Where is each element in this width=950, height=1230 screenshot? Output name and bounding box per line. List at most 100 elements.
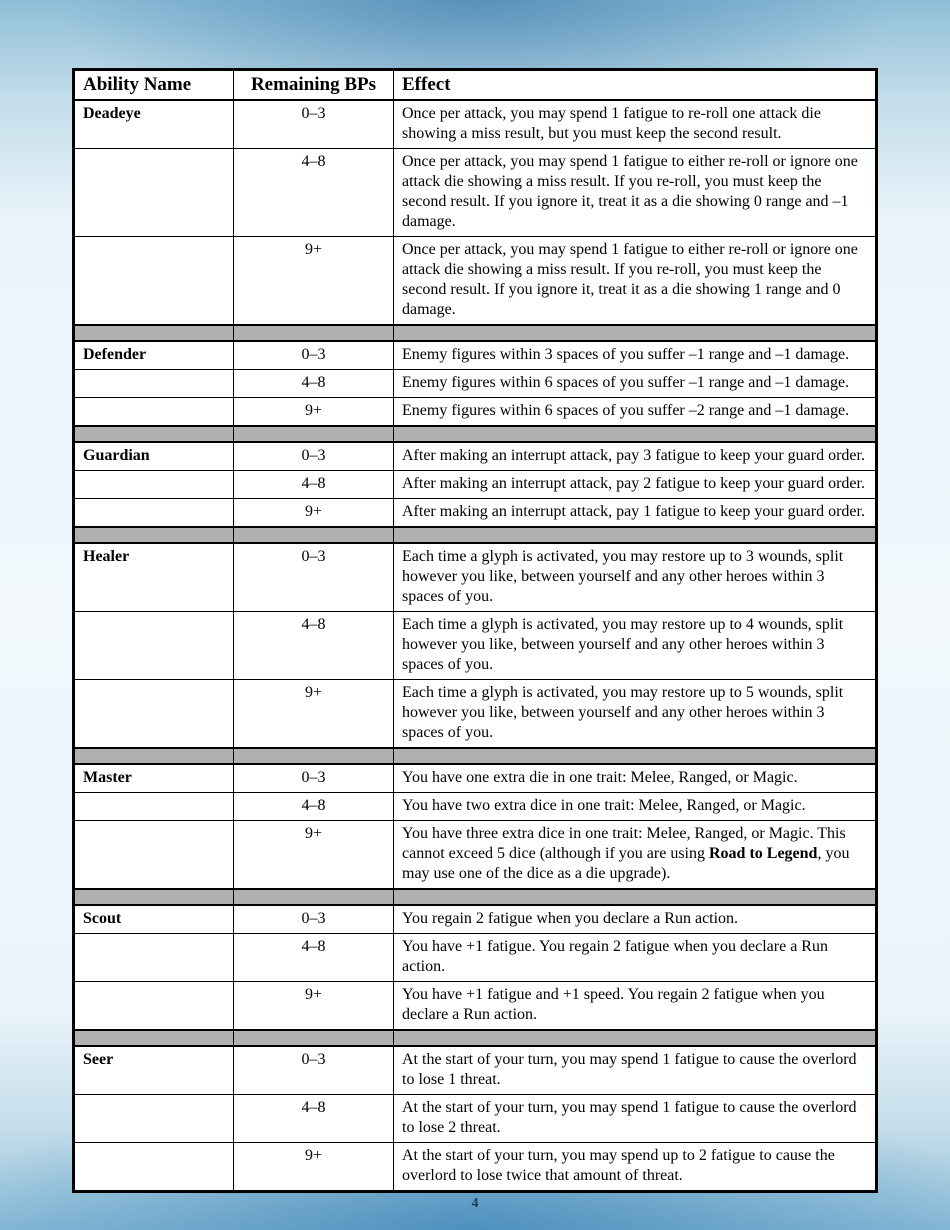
spacer-cell [74, 325, 234, 341]
table-row: 4–8Once per attack, you may spend 1 fati… [74, 149, 877, 237]
ability-name-cell: Guardian [74, 442, 234, 471]
spacer-cell [234, 889, 394, 905]
header-ability-name: Ability Name [74, 70, 234, 101]
spacer-cell [74, 889, 234, 905]
table-row: 9+You have +1 fatigue and +1 speed. You … [74, 982, 877, 1031]
table-row: 9+You have three extra dice in one trait… [74, 821, 877, 890]
remaining-bp-cell: 9+ [234, 680, 394, 749]
table-row: Master0–3You have one extra die in one t… [74, 764, 877, 793]
header-effect: Effect [394, 70, 877, 101]
table-row: 9+Once per attack, you may spend 1 fatig… [74, 237, 877, 326]
remaining-bp-cell: 9+ [234, 398, 394, 427]
ability-name-cell [74, 821, 234, 890]
effect-cell: You have +1 fatigue. You regain 2 fatigu… [394, 934, 877, 982]
table-row: 4–8Enemy figures within 6 spaces of you … [74, 370, 877, 398]
table-row: Seer0–3At the start of your turn, you ma… [74, 1046, 877, 1095]
effect-cell: After making an interrupt attack, pay 1 … [394, 499, 877, 528]
remaining-bp-cell: 0–3 [234, 341, 394, 370]
effect-cell: At the start of your turn, you may spend… [394, 1143, 877, 1192]
effect-cell: After making an interrupt attack, pay 3 … [394, 442, 877, 471]
effect-cell: Enemy figures within 6 spaces of you suf… [394, 398, 877, 427]
effect-cell: At the start of your turn, you may spend… [394, 1095, 877, 1143]
spacer-cell [74, 426, 234, 442]
spacer-row [74, 1030, 877, 1046]
ability-name-cell [74, 471, 234, 499]
remaining-bp-cell: 9+ [234, 499, 394, 528]
remaining-bp-cell: 0–3 [234, 905, 394, 934]
table-row: 4–8Each time a glyph is activated, you m… [74, 612, 877, 680]
remaining-bp-cell: 9+ [234, 821, 394, 890]
table-row: Scout0–3You regain 2 fatigue when you de… [74, 905, 877, 934]
spacer-row [74, 325, 877, 341]
table-row: 9+Enemy figures within 6 spaces of you s… [74, 398, 877, 427]
ability-name-cell: Defender [74, 341, 234, 370]
table-row: 4–8You have two extra dice in one trait:… [74, 793, 877, 821]
table-row: Healer0–3Each time a glyph is activated,… [74, 543, 877, 612]
effect-cell: Each time a glyph is activated, you may … [394, 680, 877, 749]
ability-name-cell [74, 934, 234, 982]
ability-name-cell [74, 612, 234, 680]
remaining-bp-cell: 4–8 [234, 934, 394, 982]
page-number: 4 [0, 1196, 950, 1212]
ability-name-cell [74, 237, 234, 326]
spacer-row [74, 527, 877, 543]
spacer-row [74, 748, 877, 764]
ability-name-cell: Master [74, 764, 234, 793]
table-row: 4–8At the start of your turn, you may sp… [74, 1095, 877, 1143]
spacer-cell [394, 889, 877, 905]
spacer-cell [394, 527, 877, 543]
ability-name-cell [74, 1143, 234, 1192]
spacer-cell [394, 325, 877, 341]
remaining-bp-cell: 0–3 [234, 543, 394, 612]
ability-name-cell [74, 149, 234, 237]
spacer-cell [74, 1030, 234, 1046]
ability-name-cell: Deadeye [74, 100, 234, 149]
effect-cell: You have three extra dice in one trait: … [394, 821, 877, 890]
table-row: Guardian0–3After making an interrupt att… [74, 442, 877, 471]
remaining-bp-cell: 0–3 [234, 1046, 394, 1095]
bold-text: Road to Legend [709, 845, 817, 862]
ability-name-cell [74, 398, 234, 427]
effect-cell: Once per attack, you may spend 1 fatigue… [394, 237, 877, 326]
remaining-bp-cell: 9+ [234, 237, 394, 326]
table-row: Defender0–3Enemy figures within 3 spaces… [74, 341, 877, 370]
remaining-bp-cell: 4–8 [234, 793, 394, 821]
remaining-bp-cell: 0–3 [234, 442, 394, 471]
effect-cell: After making an interrupt attack, pay 2 … [394, 471, 877, 499]
remaining-bp-cell: 4–8 [234, 612, 394, 680]
table-header: Ability Name Remaining BPs Effect [74, 70, 877, 101]
remaining-bp-cell: 0–3 [234, 764, 394, 793]
table-row: 4–8You have +1 fatigue. You regain 2 fat… [74, 934, 877, 982]
table-row: 9+At the start of your turn, you may spe… [74, 1143, 877, 1192]
remaining-bp-cell: 4–8 [234, 370, 394, 398]
effect-cell: Once per attack, you may spend 1 fatigue… [394, 149, 877, 237]
ability-name-cell [74, 370, 234, 398]
table-row: 9+Each time a glyph is activated, you ma… [74, 680, 877, 749]
remaining-bp-cell: 4–8 [234, 1095, 394, 1143]
ability-table: Ability Name Remaining BPs Effect Deadey… [72, 68, 878, 1193]
ability-name-cell: Scout [74, 905, 234, 934]
remaining-bp-cell: 9+ [234, 1143, 394, 1192]
table-body: Deadeye0–3Once per attack, you may spend… [74, 100, 877, 1192]
page-content: Ability Name Remaining BPs Effect Deadey… [72, 68, 878, 1193]
effect-cell: Enemy figures within 3 spaces of you suf… [394, 341, 877, 370]
ability-name-cell: Seer [74, 1046, 234, 1095]
spacer-cell [394, 748, 877, 764]
effect-cell: At the start of your turn, you may spend… [394, 1046, 877, 1095]
spacer-cell [234, 748, 394, 764]
ability-name-cell: Healer [74, 543, 234, 612]
spacer-row [74, 889, 877, 905]
table-row: 4–8After making an interrupt attack, pay… [74, 471, 877, 499]
effect-cell: You have one extra die in one trait: Mel… [394, 764, 877, 793]
ability-name-cell [74, 499, 234, 528]
table-row: Deadeye0–3Once per attack, you may spend… [74, 100, 877, 149]
spacer-cell [394, 1030, 877, 1046]
remaining-bp-cell: 4–8 [234, 149, 394, 237]
ability-name-cell [74, 680, 234, 749]
ability-name-cell [74, 793, 234, 821]
spacer-cell [234, 426, 394, 442]
spacer-row [74, 426, 877, 442]
effect-cell: You have +1 fatigue and +1 speed. You re… [394, 982, 877, 1031]
spacer-cell [234, 527, 394, 543]
spacer-cell [74, 748, 234, 764]
